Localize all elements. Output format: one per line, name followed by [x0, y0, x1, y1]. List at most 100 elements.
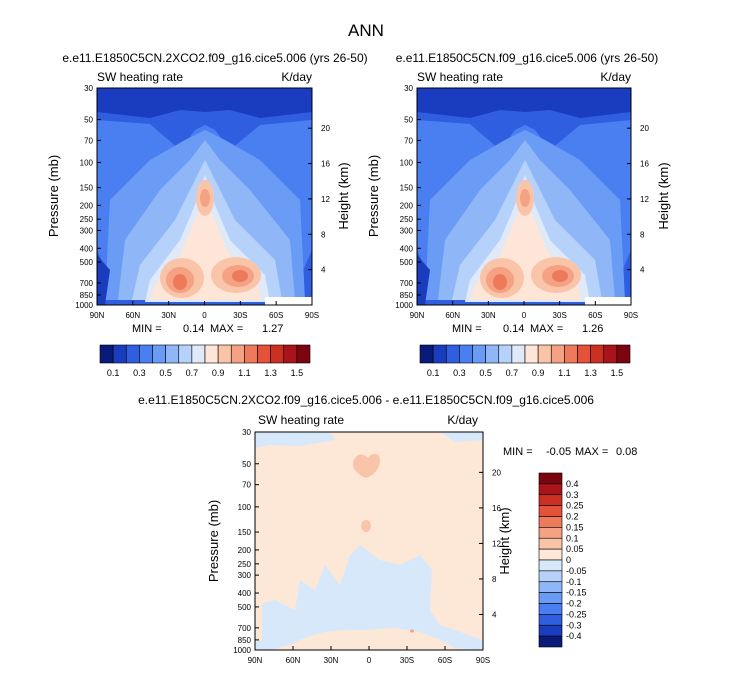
colorbar-label: -0.1: [566, 577, 582, 587]
panel-3-y2label: Height (km): [497, 507, 512, 574]
y-tick-label: 70: [84, 136, 93, 145]
x-tick-label: 60S: [269, 311, 283, 320]
y-tick-label: 150: [400, 184, 414, 193]
colorbar-swatch: [538, 624, 563, 637]
panel-3-right-label: K/day: [447, 413, 478, 427]
y-tick-label: 200: [400, 201, 414, 210]
panel-1-ylabel: Pressure (mb): [46, 155, 61, 237]
colorbar-swatch: [590, 344, 605, 364]
y2-tick-label: 20: [640, 124, 649, 133]
y-tick-label: 50: [404, 116, 413, 125]
colorbar-label: 0.25: [566, 501, 584, 511]
y2-tick-label: 4: [321, 266, 326, 275]
colorbar-swatch: [204, 344, 219, 364]
panel-3-ylabel: Pressure (mb): [206, 500, 221, 582]
y2-tick-label: 16: [640, 160, 649, 169]
y-tick-label: 400: [400, 244, 414, 253]
y-tick-label: 1000: [395, 301, 413, 310]
y2-tick-label: 12: [640, 195, 649, 204]
colorbar-label: -0.4: [566, 631, 582, 641]
colorbar-swatch: [99, 344, 114, 364]
x-tick-label: 60S: [588, 311, 602, 320]
colorbar-swatch: [538, 603, 563, 615]
colorbar-swatch: [217, 344, 232, 364]
panel-1-min-value: 0.14: [183, 323, 204, 335]
x-tick-label: 30N: [161, 311, 176, 320]
colorbar-label: 0.5: [159, 368, 172, 378]
y-tick-label: 150: [80, 184, 94, 193]
colorbar-swatch: [538, 635, 563, 648]
panel-1-max-label: MAX =: [210, 323, 243, 335]
colorbar-swatch: [165, 344, 180, 364]
panel-1-field: [97, 88, 312, 305]
colorbar-swatch: [538, 570, 563, 583]
y-tick-label: 30: [242, 428, 251, 437]
colorbar-swatch: [191, 344, 206, 364]
panel-3-max-label: MAX =: [575, 446, 608, 458]
colorbar-swatch: [538, 559, 563, 572]
x-tick-label: 0: [367, 656, 372, 665]
y-tick-label: 200: [238, 546, 252, 555]
panel-1-title: e.e11.E1850C5CN.2XCO2.f09_g16.cice5.006 …: [62, 51, 367, 65]
panel-2-colorbar: 0.1 0.3 0.5 0.7 0.9 1.1 1.3 1.5: [419, 344, 631, 378]
colorbar-label: -0.15: [566, 588, 587, 598]
colorbar-swatch: [524, 344, 539, 364]
panel-2-min-value: 0.14: [503, 323, 524, 335]
panel-1-y2label: Height (km): [336, 162, 351, 229]
x-tick-label: 30N: [324, 656, 339, 665]
x-tick-label: 30N: [481, 311, 496, 320]
colorbar-swatch: [538, 527, 563, 539]
colorbar-swatch: [538, 537, 563, 550]
panel-2-ylabel: Pressure (mb): [366, 155, 381, 237]
colorbar-swatch: [125, 344, 140, 364]
y-tick-label: 850: [400, 291, 414, 300]
y-tick-label: 100: [80, 159, 94, 168]
colorbar-label: 1.5: [291, 368, 304, 378]
y2-tick-label: 8: [640, 230, 645, 239]
panel-2-x-ticks: 90N 60N 30N 0 30S 60S 90S: [410, 301, 638, 320]
y-tick-label: 250: [400, 215, 414, 224]
x-tick-label: 90S: [624, 311, 638, 320]
panel-3-max-value: 0.08: [616, 446, 637, 458]
y-tick-label: 500: [400, 258, 414, 267]
colorbar-label: 1.1: [238, 368, 251, 378]
y-tick-label: 50: [84, 116, 93, 125]
colorbar-swatch: [538, 581, 563, 593]
y-tick-label: 70: [404, 136, 413, 145]
y-tick-label: 1000: [75, 301, 93, 310]
colorbar-swatch: [538, 505, 563, 517]
colorbar-label: 1.3: [264, 368, 277, 378]
y2-tick-label: 4: [640, 266, 645, 275]
panel-3-y2-ticks: 20 16 12 8 4: [479, 468, 501, 619]
colorbar-label: 0.1: [566, 533, 579, 543]
y-tick-label: 300: [238, 571, 252, 580]
colorbar-swatch: [550, 344, 565, 364]
y-tick-label: 700: [400, 279, 414, 288]
colorbar-label: 0: [566, 555, 571, 565]
colorbar-label: -0.25: [566, 609, 587, 619]
panel-1-right-label: K/day: [281, 70, 312, 84]
colorbar-swatch: [538, 548, 563, 561]
y2-tick-label: 20: [321, 124, 330, 133]
y-tick-label: 150: [238, 528, 252, 537]
colorbar-swatch: [178, 344, 193, 364]
colorbar-swatch: [270, 344, 285, 364]
panel-1-max-value: 1.27: [262, 323, 283, 335]
x-tick-label: 90N: [248, 656, 263, 665]
panel-2-max-value: 1.26: [582, 323, 603, 335]
panel-3-min-value: -0.05: [546, 446, 571, 458]
colorbar-label: 0.05: [566, 544, 584, 554]
x-tick-label: 90N: [90, 311, 105, 320]
y2-tick-label: 12: [492, 539, 501, 548]
y-tick-label: 30: [404, 84, 413, 93]
panel-1-x-ticks: 90N 60N 30N 0 30S 60S 90S: [90, 301, 319, 320]
y-tick-label: 100: [400, 159, 414, 168]
colorbar-label: 0.9: [532, 368, 545, 378]
x-tick-label: 30S: [400, 656, 414, 665]
y-tick-label: 700: [80, 279, 94, 288]
y-tick-label: 300: [400, 226, 414, 235]
panel-1-min-label: MIN =: [132, 323, 162, 335]
colorbar-swatch: [419, 344, 434, 364]
y-tick-label: 250: [238, 560, 252, 569]
